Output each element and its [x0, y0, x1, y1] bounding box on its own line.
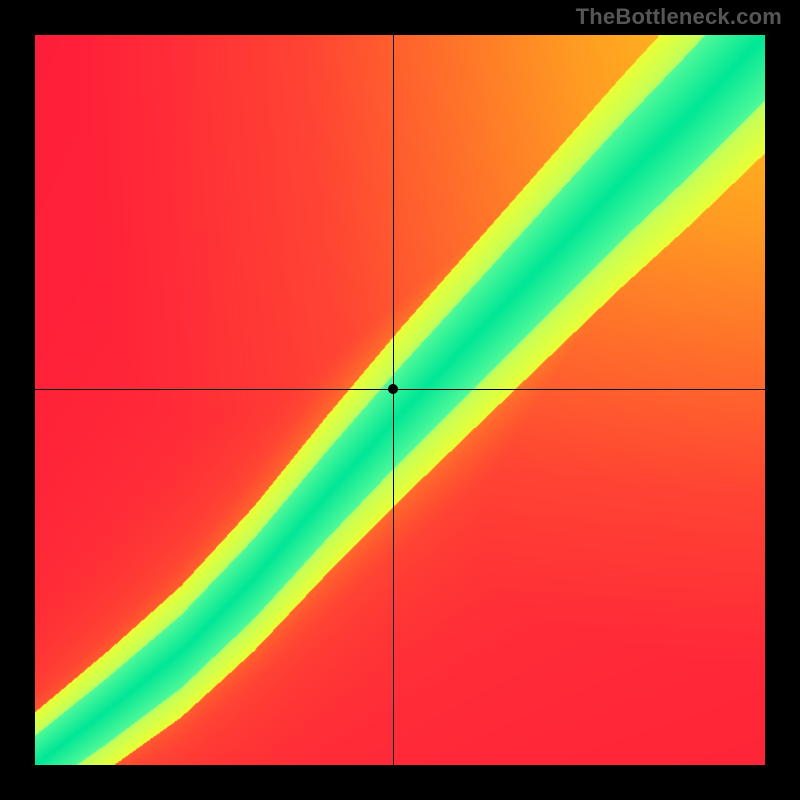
plot-area	[35, 35, 765, 765]
crosshair-vertical	[393, 35, 394, 765]
watermark-text: TheBottleneck.com	[576, 4, 782, 30]
crosshair-marker	[388, 384, 398, 394]
crosshair-horizontal	[35, 389, 765, 390]
heatmap-canvas	[35, 35, 765, 765]
chart-frame: TheBottleneck.com	[0, 0, 800, 800]
